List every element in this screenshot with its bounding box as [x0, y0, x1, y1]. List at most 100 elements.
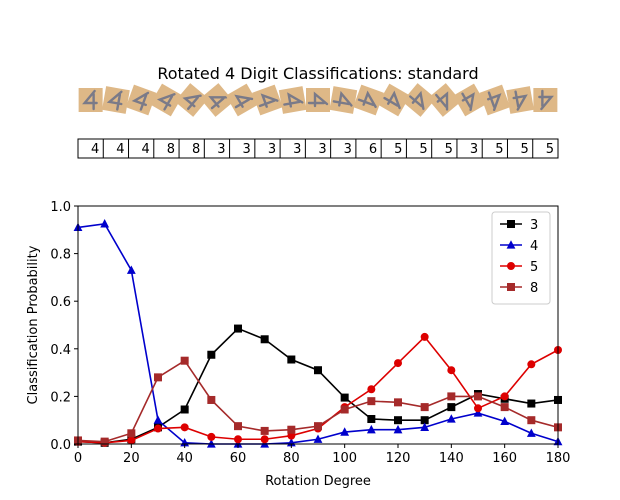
- x-tick-label: 80: [283, 451, 300, 466]
- data-point: [180, 423, 189, 432]
- digit-stroke: [106, 90, 123, 111]
- digit-thumbnail: [533, 88, 558, 112]
- data-point: [153, 415, 163, 424]
- data-point: [420, 416, 429, 425]
- data-point: [507, 262, 515, 270]
- digit-stroke: [383, 90, 401, 110]
- digit-thumbnail: [101, 86, 130, 114]
- predicted-label: 3: [318, 142, 326, 157]
- data-point: [393, 424, 403, 434]
- digit-thumbnail: [377, 83, 411, 117]
- y-tick-label: 0.8: [50, 248, 71, 263]
- data-point: [394, 359, 402, 368]
- rotated-digit-thumbnail-strip: [78, 83, 558, 117]
- digit-stroke: [538, 89, 554, 111]
- predicted-label: 5: [546, 142, 554, 157]
- data-point: [100, 437, 109, 446]
- digit-thumbnail: [225, 83, 259, 117]
- data-point: [340, 393, 349, 402]
- data-point: [527, 399, 536, 408]
- predicted-label: 3: [344, 142, 352, 157]
- digit-thumbnail: [329, 86, 358, 114]
- predicted-label: 3: [470, 142, 478, 157]
- data-point: [474, 404, 482, 413]
- thumbnail-background: [377, 83, 411, 117]
- data-point: [367, 385, 376, 394]
- data-point: [507, 283, 515, 291]
- legend-label: 5: [530, 260, 538, 275]
- data-point: [287, 355, 296, 364]
- thumbnail-background: [427, 83, 462, 117]
- digit-stroke: [258, 93, 279, 108]
- legend: 3 4 5 8: [491, 211, 551, 305]
- data-point: [234, 422, 242, 431]
- digit-stroke: [156, 93, 176, 111]
- x-tick-label: 160: [492, 451, 517, 466]
- predicted-label: 4: [116, 142, 124, 157]
- data-point: [180, 405, 189, 414]
- data-point: [260, 426, 269, 435]
- data-point: [473, 408, 483, 417]
- digit-thumbnail: [78, 88, 103, 112]
- thumbnail-background: [278, 86, 307, 114]
- data-point: [367, 397, 376, 406]
- digit-stroke: [332, 90, 353, 107]
- digit-thumbnail: [427, 83, 462, 117]
- predicted-label: 6: [369, 142, 377, 157]
- digit-stroke: [131, 91, 150, 111]
- thumbnail-background: [506, 86, 535, 114]
- data-point: [526, 428, 536, 437]
- digit-thumbnail: [402, 83, 436, 117]
- digit-thumbnail: [200, 83, 234, 117]
- thumbnail-background: [101, 86, 130, 114]
- predicted-label: 5: [445, 142, 453, 157]
- predicted-label: 3: [217, 142, 225, 157]
- data-point: [207, 395, 216, 404]
- series-8: [74, 356, 562, 446]
- predicted-label: 5: [394, 142, 402, 157]
- legend-label: 8: [530, 281, 538, 296]
- data-point: [287, 425, 296, 434]
- data-point: [207, 350, 216, 359]
- digit-thumbnail: [353, 84, 384, 116]
- data-point: [446, 414, 456, 423]
- y-tick-label: 1.0: [50, 200, 71, 215]
- data-point: [206, 439, 216, 448]
- label-strip-frame: [77, 138, 559, 159]
- digit-thumbnail: [479, 84, 511, 116]
- x-tick-label: 60: [230, 451, 247, 466]
- data-point: [507, 220, 515, 228]
- legend-label: 4: [530, 239, 538, 254]
- data-point: [340, 427, 350, 436]
- digit-stroke: [512, 90, 528, 111]
- x-tick-label: 140: [439, 451, 464, 466]
- predicted-label: 8: [167, 142, 175, 157]
- data-point: [260, 439, 270, 448]
- digit-thumbnail: [174, 83, 209, 117]
- y-tick-label: 0.0: [50, 438, 71, 453]
- thumbnail-background: [174, 83, 209, 117]
- thumbnail-background: [329, 86, 358, 114]
- x-axis: 0 20 40 60 80 100 120 140 160 180: [74, 444, 570, 466]
- thumbnail-background: [150, 83, 183, 117]
- data-point: [207, 432, 216, 441]
- predicted-label: 3: [293, 142, 301, 157]
- predicted-label: 4: [142, 142, 150, 157]
- data-point: [474, 392, 482, 401]
- data-point: [127, 429, 136, 438]
- data-point: [233, 439, 243, 448]
- digit-thumbnail: [125, 84, 157, 116]
- data-point: [127, 436, 136, 445]
- digit-stroke: [82, 89, 98, 111]
- data-point: [500, 403, 509, 412]
- predicted-label: 5: [419, 142, 427, 157]
- digit-stroke: [357, 90, 377, 109]
- data-point: [314, 422, 322, 431]
- data-point: [234, 324, 242, 333]
- digit-stroke: [182, 94, 202, 111]
- data-point: [420, 403, 429, 412]
- digit-thumbnail: [278, 86, 307, 114]
- y-axis: 0.0 0.2 0.4 0.6 0.8 1.0: [50, 200, 78, 453]
- x-tick-label: 100: [332, 451, 357, 466]
